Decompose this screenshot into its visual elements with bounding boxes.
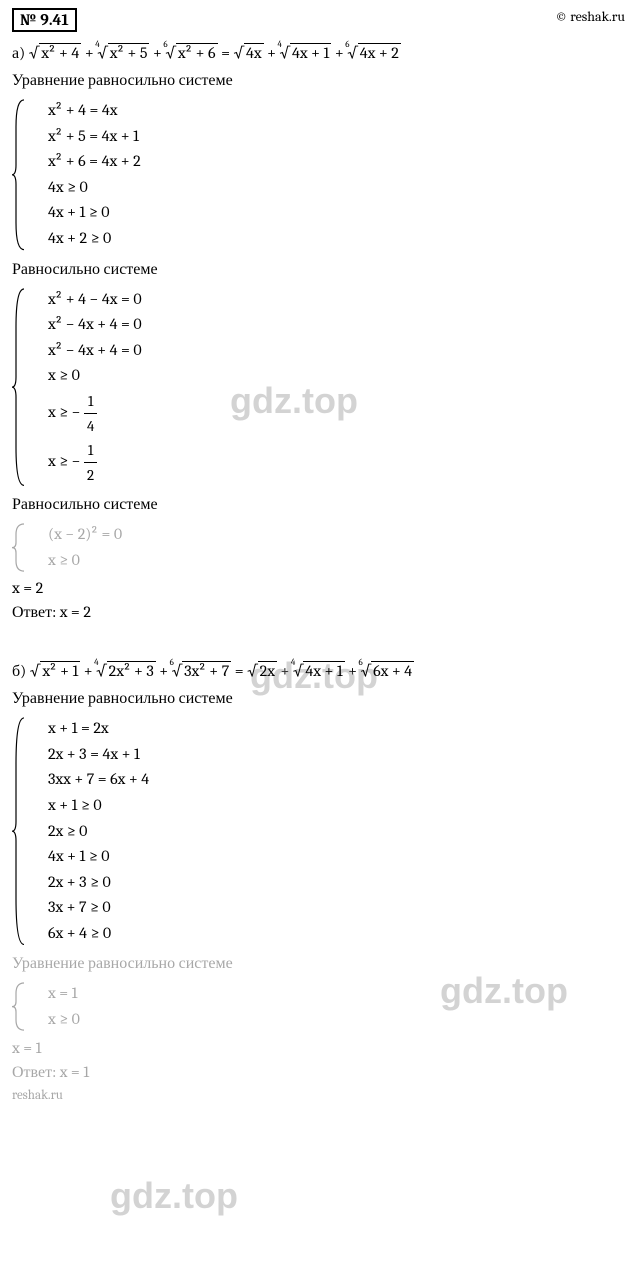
brace-icon	[12, 287, 26, 487]
part-a-system1: x² + 4 = 4x x² + 5 = 4x + 1 x² + 6 = 4x …	[12, 98, 625, 252]
part-b-answer: Ответ: x = 1	[12, 1063, 625, 1082]
part-b-system1: x + 1 = 2x 2x + 3 = 4x + 1 3xx + 7 = 6x …	[12, 716, 625, 946]
part-a-result: x = 2	[12, 579, 625, 597]
part-a-equation: а) √x² + 4 + 4√x² + 5 + 6√x² + 6 = √4x +…	[12, 44, 625, 63]
sys-item: x ≥ − 12	[30, 438, 625, 487]
answer-value: x = 1	[60, 1063, 89, 1081]
sys-item: 4x ≥ 0	[30, 175, 625, 201]
part-b-label: б)	[12, 662, 26, 680]
sys-item: x ≥ 0	[30, 548, 625, 574]
sys-item: 2x + 3 ≥ 0	[30, 870, 625, 896]
answer-label: Ответ:	[12, 603, 60, 621]
part-a-text1: Уравнение равносильно системе	[12, 71, 625, 90]
brace-icon	[12, 716, 26, 946]
watermark: gdz.top	[110, 1175, 238, 1217]
sys-item: x² + 4 = 4x	[30, 98, 625, 124]
part-b-system2: x = 1 x ≥ 0	[12, 981, 625, 1032]
sys-item: 4x + 2 ≥ 0	[30, 226, 625, 252]
sys-item: 4x + 1 ≥ 0	[30, 200, 625, 226]
brace-icon	[12, 981, 26, 1032]
sys-item: x² + 6 = 4x + 2	[30, 149, 625, 175]
part-a-system3: (x − 2)² = 0 x ≥ 0	[12, 522, 625, 573]
part-a-system2: x² + 4 − 4x = 0 x² − 4x + 4 = 0 x² − 4x …	[12, 287, 625, 487]
sys-item: 2x + 3 = 4x + 1	[30, 742, 625, 768]
sys-item: (x − 2)² = 0	[30, 522, 625, 548]
sys-item: x ≥ 0	[30, 363, 625, 389]
sys-item: 6x + 4 ≥ 0	[30, 921, 625, 947]
sys-item: 3xx + 7 = 6x + 4	[30, 767, 625, 793]
part-b-text2: Уравнение равносильно системе	[12, 954, 625, 973]
part-a-text2: Равносильно системе	[12, 260, 625, 279]
sys-item: x + 1 = 2x	[30, 716, 625, 742]
part-b-text1: Уравнение равносильно системе	[12, 689, 625, 708]
sys-item: x = 1	[30, 981, 625, 1007]
sys-item: x + 1 ≥ 0	[30, 793, 625, 819]
brace-icon	[12, 98, 26, 252]
sys-item: 2x ≥ 0	[30, 819, 625, 845]
part-a-answer: Ответ: x = 2	[12, 603, 625, 622]
sys-item: x ≥ 0	[30, 1007, 625, 1033]
part-b-equation: б) √x² + 1 + 4√2x² + 3 + 6√3x² + 7 = √2x…	[12, 662, 625, 681]
sys-item: 3x + 7 ≥ 0	[30, 895, 625, 921]
sys-item: x² − 4x + 4 = 0	[30, 338, 625, 364]
sys-item: x² − 4x + 4 = 0	[30, 312, 625, 338]
part-a-label: а)	[12, 44, 25, 62]
brace-icon	[12, 522, 26, 573]
sys-item: x² + 4 − 4x = 0	[30, 287, 625, 313]
page: © reshak.ru № 9.41 а) √x² + 4 + 4√x² + 5…	[0, 0, 637, 1111]
sys-item: 4x + 1 ≥ 0	[30, 844, 625, 870]
answer-value: x = 2	[60, 603, 91, 621]
copyright: © reshak.ru	[555, 8, 625, 25]
answer-label: Ответ:	[12, 1063, 60, 1081]
part-a-text3: Равносильно системе	[12, 495, 625, 514]
footer-site: reshak.ru	[12, 1088, 625, 1103]
sys-item: x ≥ − 14	[30, 389, 625, 438]
part-b-result: x = 1	[12, 1039, 625, 1057]
sys-item: x² + 5 = 4x + 1	[30, 124, 625, 150]
problem-number: № 9.41	[12, 8, 77, 32]
